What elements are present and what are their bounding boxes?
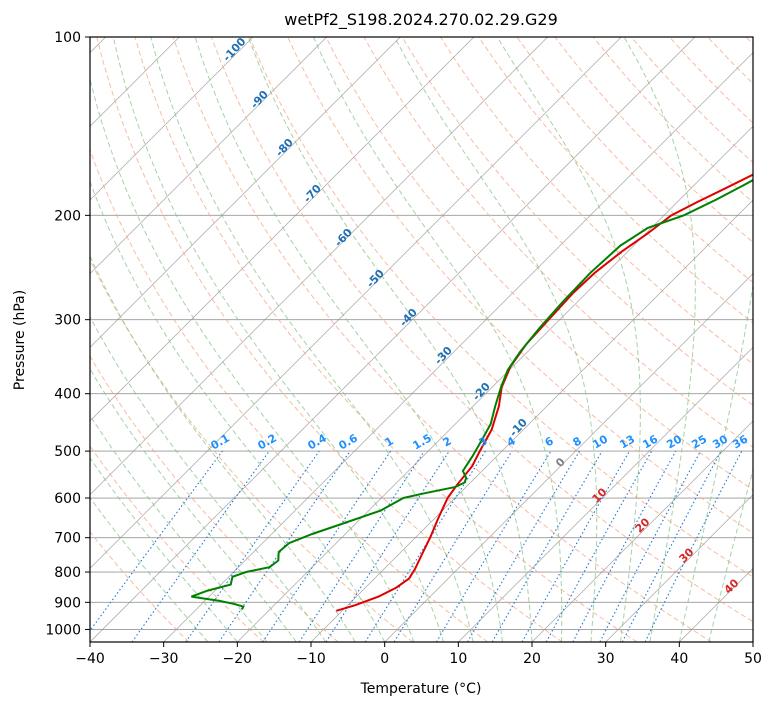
isotherm-line [752, 641, 753, 642]
isotherm-line [531, 420, 753, 642]
dry-adiabat-line [134, 37, 638, 642]
moist-adiabat-line [90, 254, 356, 642]
x-tick-label: 20 [523, 651, 541, 667]
y-tick-label: 200 [54, 208, 81, 224]
moist-adiabat-line [112, 37, 445, 642]
x-axis-label: Temperature (°C) [360, 681, 482, 697]
moist-adiabat-line [90, 414, 268, 642]
y-tick-label: 500 [54, 444, 81, 460]
dry-adiabat-line [90, 258, 414, 642]
moist-adiabat-line [90, 76, 415, 642]
mixing-ratio-line [393, 450, 513, 642]
isotherm-line [90, 37, 475, 422]
moist-adiabat-line [247, 37, 533, 642]
mixing-ratio-line [572, 450, 677, 642]
dry-adiabat-line [516, 37, 753, 284]
y-tick-label: 900 [54, 595, 81, 611]
moist-adiabat-line [90, 315, 327, 642]
mixing-ratio-line [545, 450, 653, 642]
moist-adiabat-line [90, 180, 386, 642]
x-tick-label: −10 [296, 651, 326, 667]
moist-adiabat-line [678, 282, 753, 642]
moist-adiabat-line [313, 37, 563, 642]
dry-adiabat-line [90, 355, 339, 642]
moist-adiabat-line [623, 37, 696, 642]
isotherm-line [310, 199, 753, 642]
dry-adiabat-line [90, 531, 190, 642]
mixing-ratio-line [521, 450, 630, 642]
axis-ticks: −40 −30 −20 −10 0 10 20 30 40 50 1000 900 800 700 600 5… [45, 30, 762, 667]
dry-adiabat-line [249, 37, 753, 578]
isotherm-line [163, 52, 753, 642]
mixing-ratio-line [325, 450, 450, 642]
y-tick-label: 400 [54, 387, 81, 403]
y-tick-label: 700 [54, 531, 81, 547]
isotherm-line [605, 494, 753, 642]
series-lines [191, 173, 753, 612]
y-tick-label: 800 [54, 565, 81, 581]
mixing-ratio-line [262, 450, 392, 642]
moist-adiabat-line [90, 457, 238, 642]
moist-adiabat-line [496, 37, 641, 642]
x-tick-label: −40 [75, 651, 105, 667]
mixing-ratio-line [644, 450, 743, 642]
dry-adiabat-line [439, 37, 753, 365]
dry-adiabat-line [210, 37, 753, 623]
x-tick-label: −30 [149, 651, 179, 667]
mixing-ratio-line [90, 450, 223, 632]
isotherm-line [90, 37, 254, 201]
x-tick-label: 40 [670, 651, 688, 667]
dry-adiabat-line [96, 37, 563, 642]
isotherm-line [90, 37, 696, 642]
x-tick-label: 0 [380, 651, 389, 667]
mixing-ratio-line [298, 450, 425, 642]
plot-frame [89, 36, 754, 643]
x-tick-label: −20 [223, 651, 253, 667]
x-tick-label: 50 [744, 651, 762, 667]
series-line-1 [191, 178, 753, 610]
dry-adiabat-line [90, 148, 488, 642]
y-tick-label: 1000 [45, 622, 81, 638]
x-tick-label: 10 [449, 651, 467, 667]
dry-adiabat-line [172, 37, 712, 642]
y-tick-label: 100 [54, 30, 81, 46]
mixing-ratio-line [218, 450, 351, 642]
isotherm-line [384, 273, 753, 642]
isotherm-line [237, 125, 753, 642]
moist-adiabat-line [150, 37, 474, 642]
moist-adiabat-line [394, 37, 598, 642]
chart-title: wetPf2_S198.2024.270.02.29.G29 [284, 10, 558, 30]
dry-adiabat-line [401, 37, 753, 406]
moist-adiabat-line [708, 467, 753, 642]
isotherm-line [90, 37, 548, 496]
background-lines [90, 37, 753, 642]
x-tick-label: 30 [597, 651, 615, 667]
isotherm-line [90, 37, 622, 569]
y-axis-label: Pressure (hPa) [12, 290, 28, 390]
isotherm-line [90, 37, 327, 275]
moist-adiabat-line [194, 37, 503, 642]
y-tick-label: 300 [54, 313, 81, 329]
plot-area [90, 37, 753, 642]
mixing-ratio-line [185, 450, 320, 642]
mixing-ratio-line [131, 450, 270, 642]
y-tick-label: 600 [54, 491, 81, 507]
